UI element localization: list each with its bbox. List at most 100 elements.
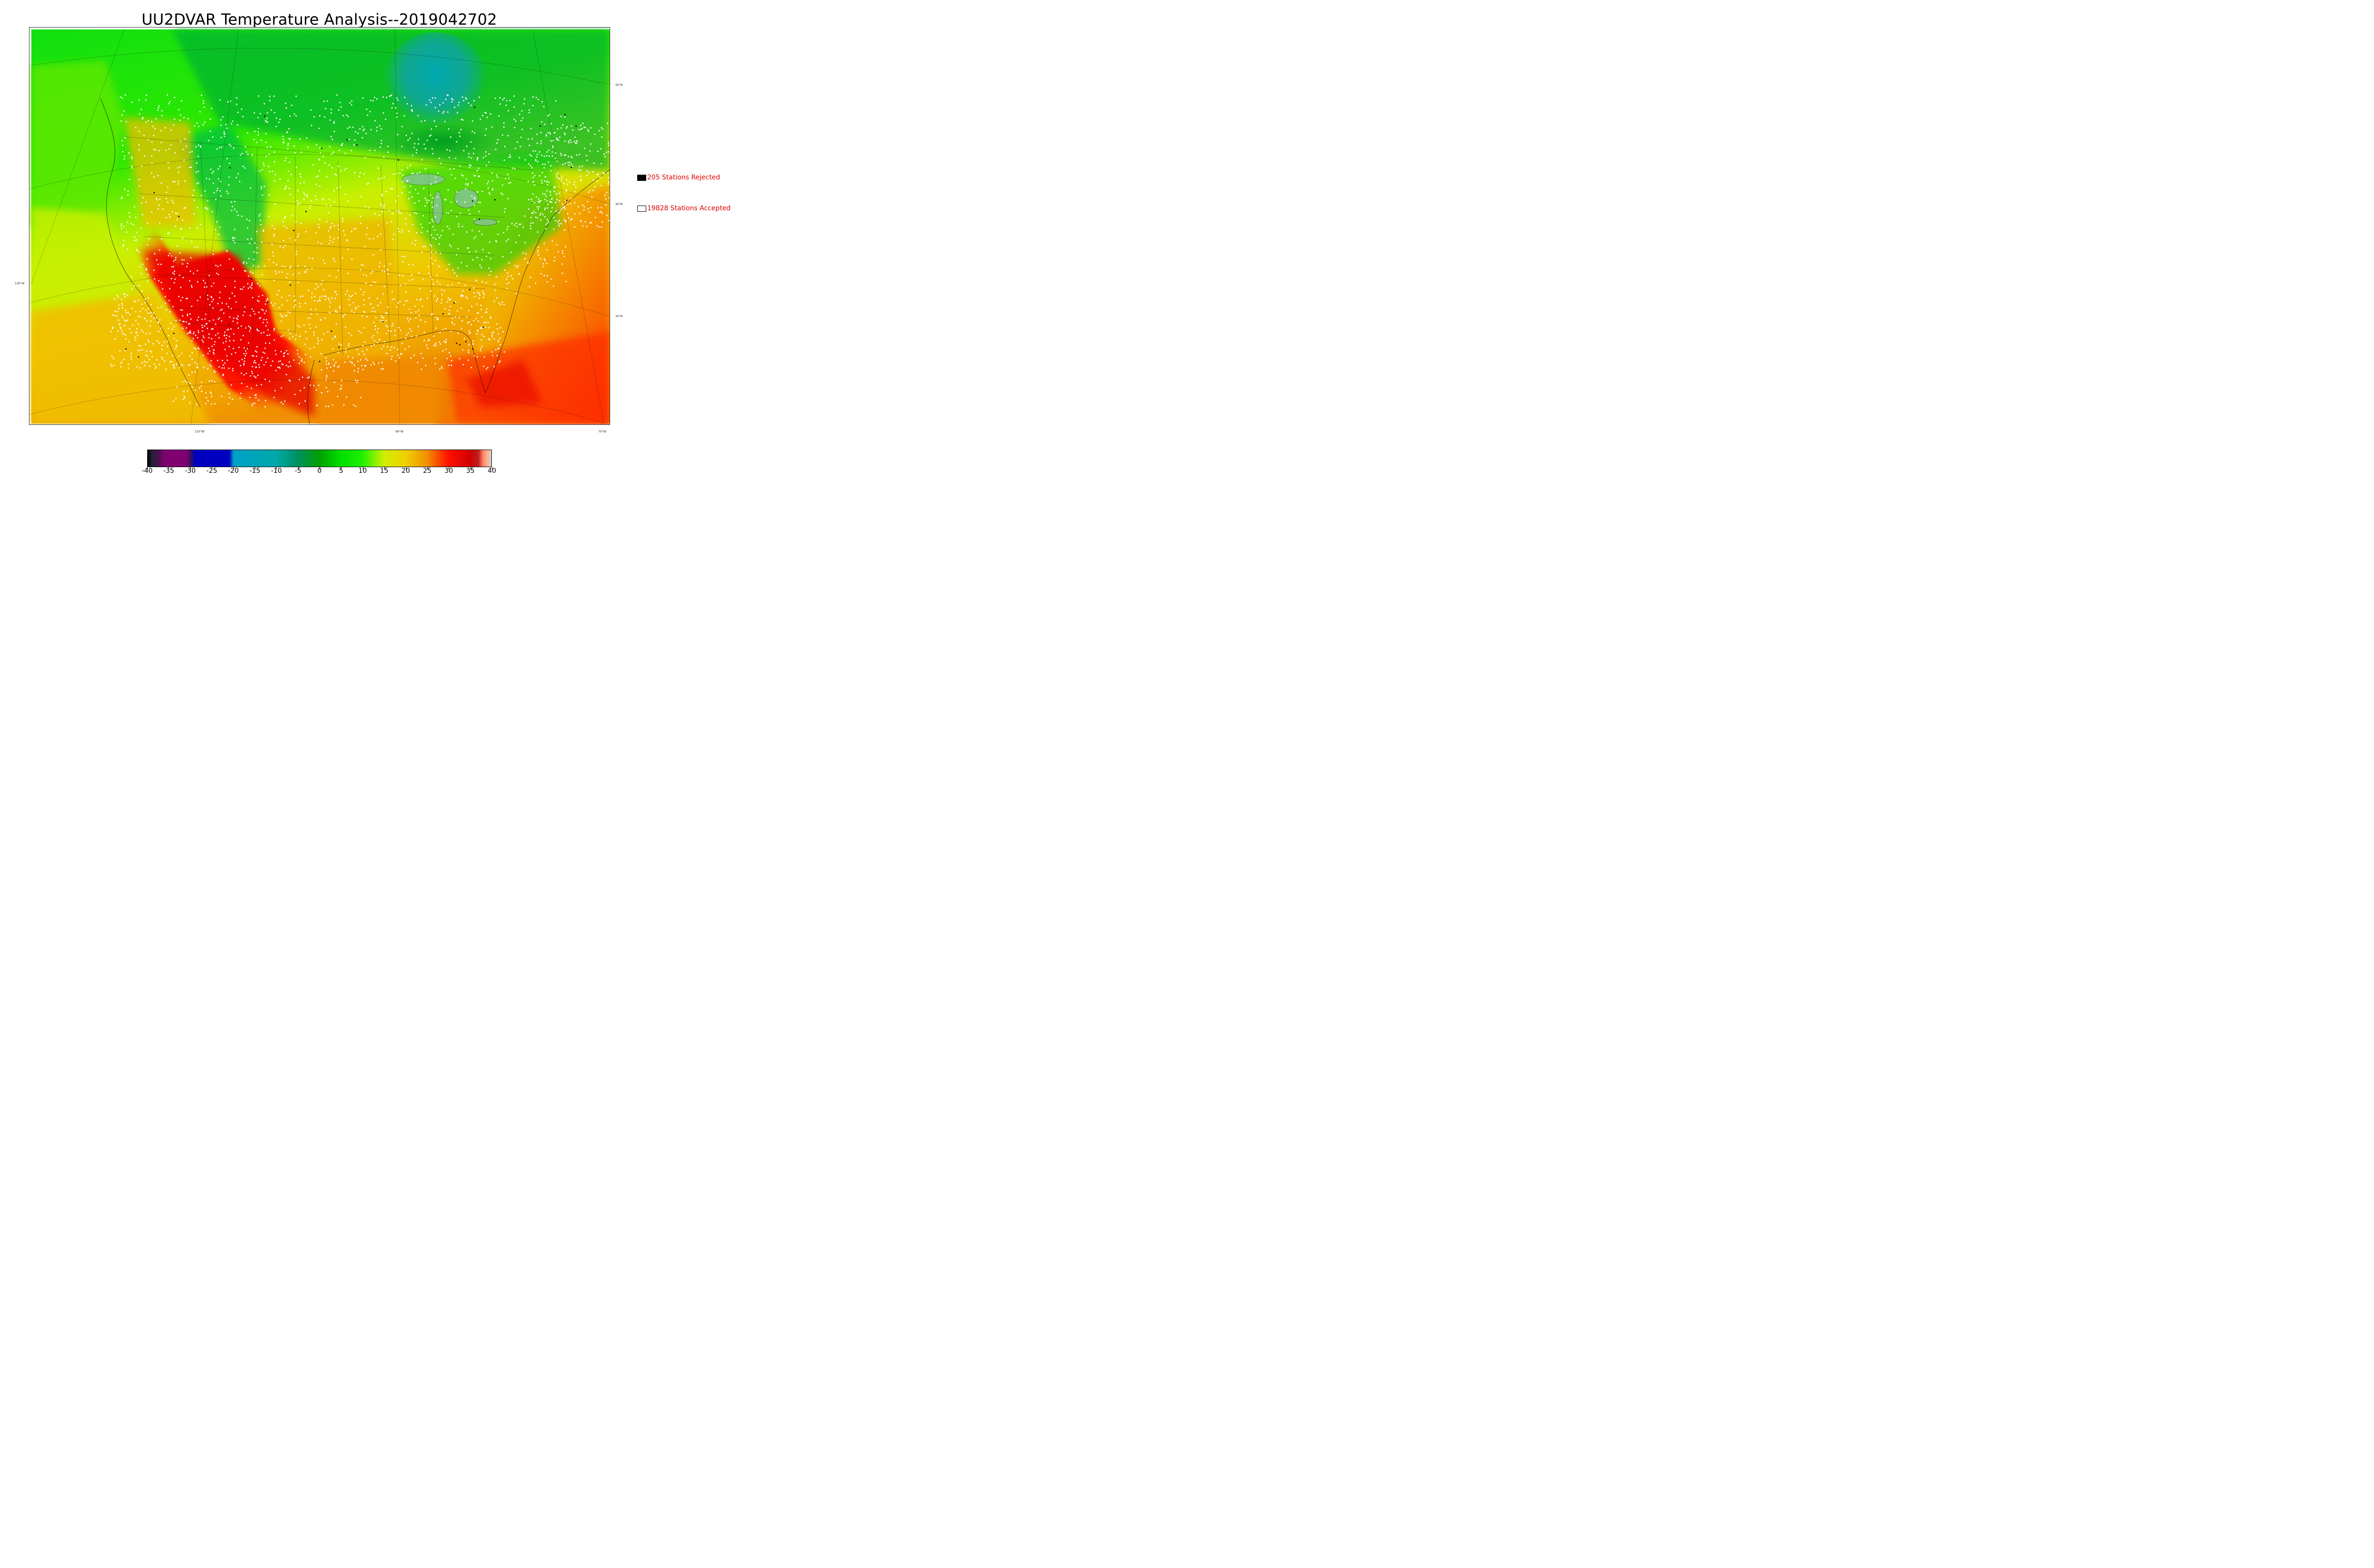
- station-marker: [346, 168, 347, 169]
- station-marker: [266, 335, 268, 336]
- station-marker: [219, 297, 221, 299]
- station-marker: [208, 320, 210, 322]
- station-marker: [247, 283, 249, 285]
- station-marker: [319, 128, 320, 129]
- station-marker: [598, 226, 600, 228]
- station-marker: [451, 365, 452, 366]
- station-marker: [156, 197, 157, 199]
- pacific-coast: [100, 98, 201, 408]
- station-marker: [184, 396, 185, 397]
- station-marker: [249, 315, 251, 317]
- station-marker: [157, 175, 159, 177]
- station-marker: [436, 300, 437, 301]
- station-marker: [243, 374, 245, 376]
- station-marker: [273, 329, 275, 331]
- station-marker: [191, 286, 193, 288]
- station-marker: [279, 246, 281, 247]
- station-marker: [175, 347, 177, 349]
- station-marker: [603, 153, 605, 155]
- station-marker: [340, 170, 342, 172]
- station-marker: [297, 325, 299, 327]
- station-marker: [266, 112, 268, 113]
- station-marker: [490, 316, 491, 318]
- station-marker: [229, 298, 230, 299]
- station-marker: [470, 332, 471, 333]
- station-marker: [402, 255, 403, 257]
- station-marker: [263, 364, 265, 366]
- station-marker: [233, 147, 235, 149]
- station-marker: [496, 323, 498, 325]
- station-marker: [251, 154, 253, 156]
- station-marker: [122, 151, 123, 152]
- station-marker: [391, 356, 393, 357]
- station-marker: [376, 98, 377, 100]
- station-marker: [166, 352, 168, 354]
- station-marker: [265, 120, 266, 121]
- station-marker: [299, 306, 301, 308]
- station-marker: [379, 146, 381, 148]
- station-marker: [541, 121, 543, 122]
- station-marker: [555, 100, 556, 102]
- station-marker: [542, 193, 544, 195]
- station-marker: [519, 113, 520, 115]
- station-marker: [181, 100, 182, 102]
- station-marker: [467, 247, 468, 249]
- station-marker: [363, 128, 365, 130]
- station-marker: [532, 222, 534, 224]
- station-marker: [481, 234, 483, 235]
- station-marker: [316, 313, 318, 315]
- station-marker: [225, 124, 227, 125]
- station-marker: [556, 139, 558, 141]
- station-marker: [605, 198, 606, 200]
- station-marker: [333, 359, 334, 361]
- station-marker: [550, 170, 552, 172]
- station-marker: [496, 174, 498, 176]
- station-marker: [264, 400, 266, 402]
- station-marker: [184, 397, 186, 399]
- station-marker: [498, 341, 499, 343]
- station-marker: [289, 380, 291, 382]
- station-marker: [234, 281, 236, 282]
- station-marker: [431, 279, 433, 281]
- station-marker: [415, 188, 416, 190]
- station-marker: [454, 178, 456, 179]
- station-marker: [446, 269, 448, 270]
- station-marker: [468, 330, 470, 332]
- station-marker: [153, 135, 154, 136]
- station-marker: [331, 223, 332, 225]
- station-marker: [285, 107, 287, 109]
- station-marker: [449, 313, 451, 314]
- station-marker: [493, 338, 495, 339]
- station-marker: [531, 138, 533, 140]
- station-marker: [349, 102, 351, 103]
- station-marker: [347, 127, 349, 129]
- station-marker: [471, 157, 472, 159]
- station-marker: [397, 134, 398, 135]
- station-marker: [311, 200, 312, 202]
- station-marker: [261, 357, 263, 358]
- station-marker: [446, 94, 448, 96]
- station-marker: [596, 225, 598, 227]
- station-marker: [371, 345, 372, 347]
- station-marker: [216, 221, 218, 223]
- station-marker: [326, 387, 327, 389]
- station-marker: [418, 139, 419, 140]
- station-marker: [528, 145, 530, 146]
- station-marker: [381, 140, 382, 141]
- station-marker: [219, 99, 221, 101]
- station-marker: [473, 292, 475, 294]
- station-marker: [226, 329, 228, 331]
- station-marker: [129, 178, 131, 180]
- station-marker: [167, 186, 169, 188]
- station-marker: [196, 366, 198, 368]
- station-marker: [289, 115, 291, 117]
- station-marker: [360, 397, 362, 398]
- station-marker: [482, 249, 484, 250]
- station-marker: [169, 214, 170, 216]
- station-marker: [349, 295, 350, 297]
- station-marker: [165, 217, 167, 218]
- station-marker: [329, 146, 330, 148]
- station-marker: [478, 176, 480, 177]
- station-marker: [230, 100, 231, 102]
- station-marker: [136, 332, 138, 334]
